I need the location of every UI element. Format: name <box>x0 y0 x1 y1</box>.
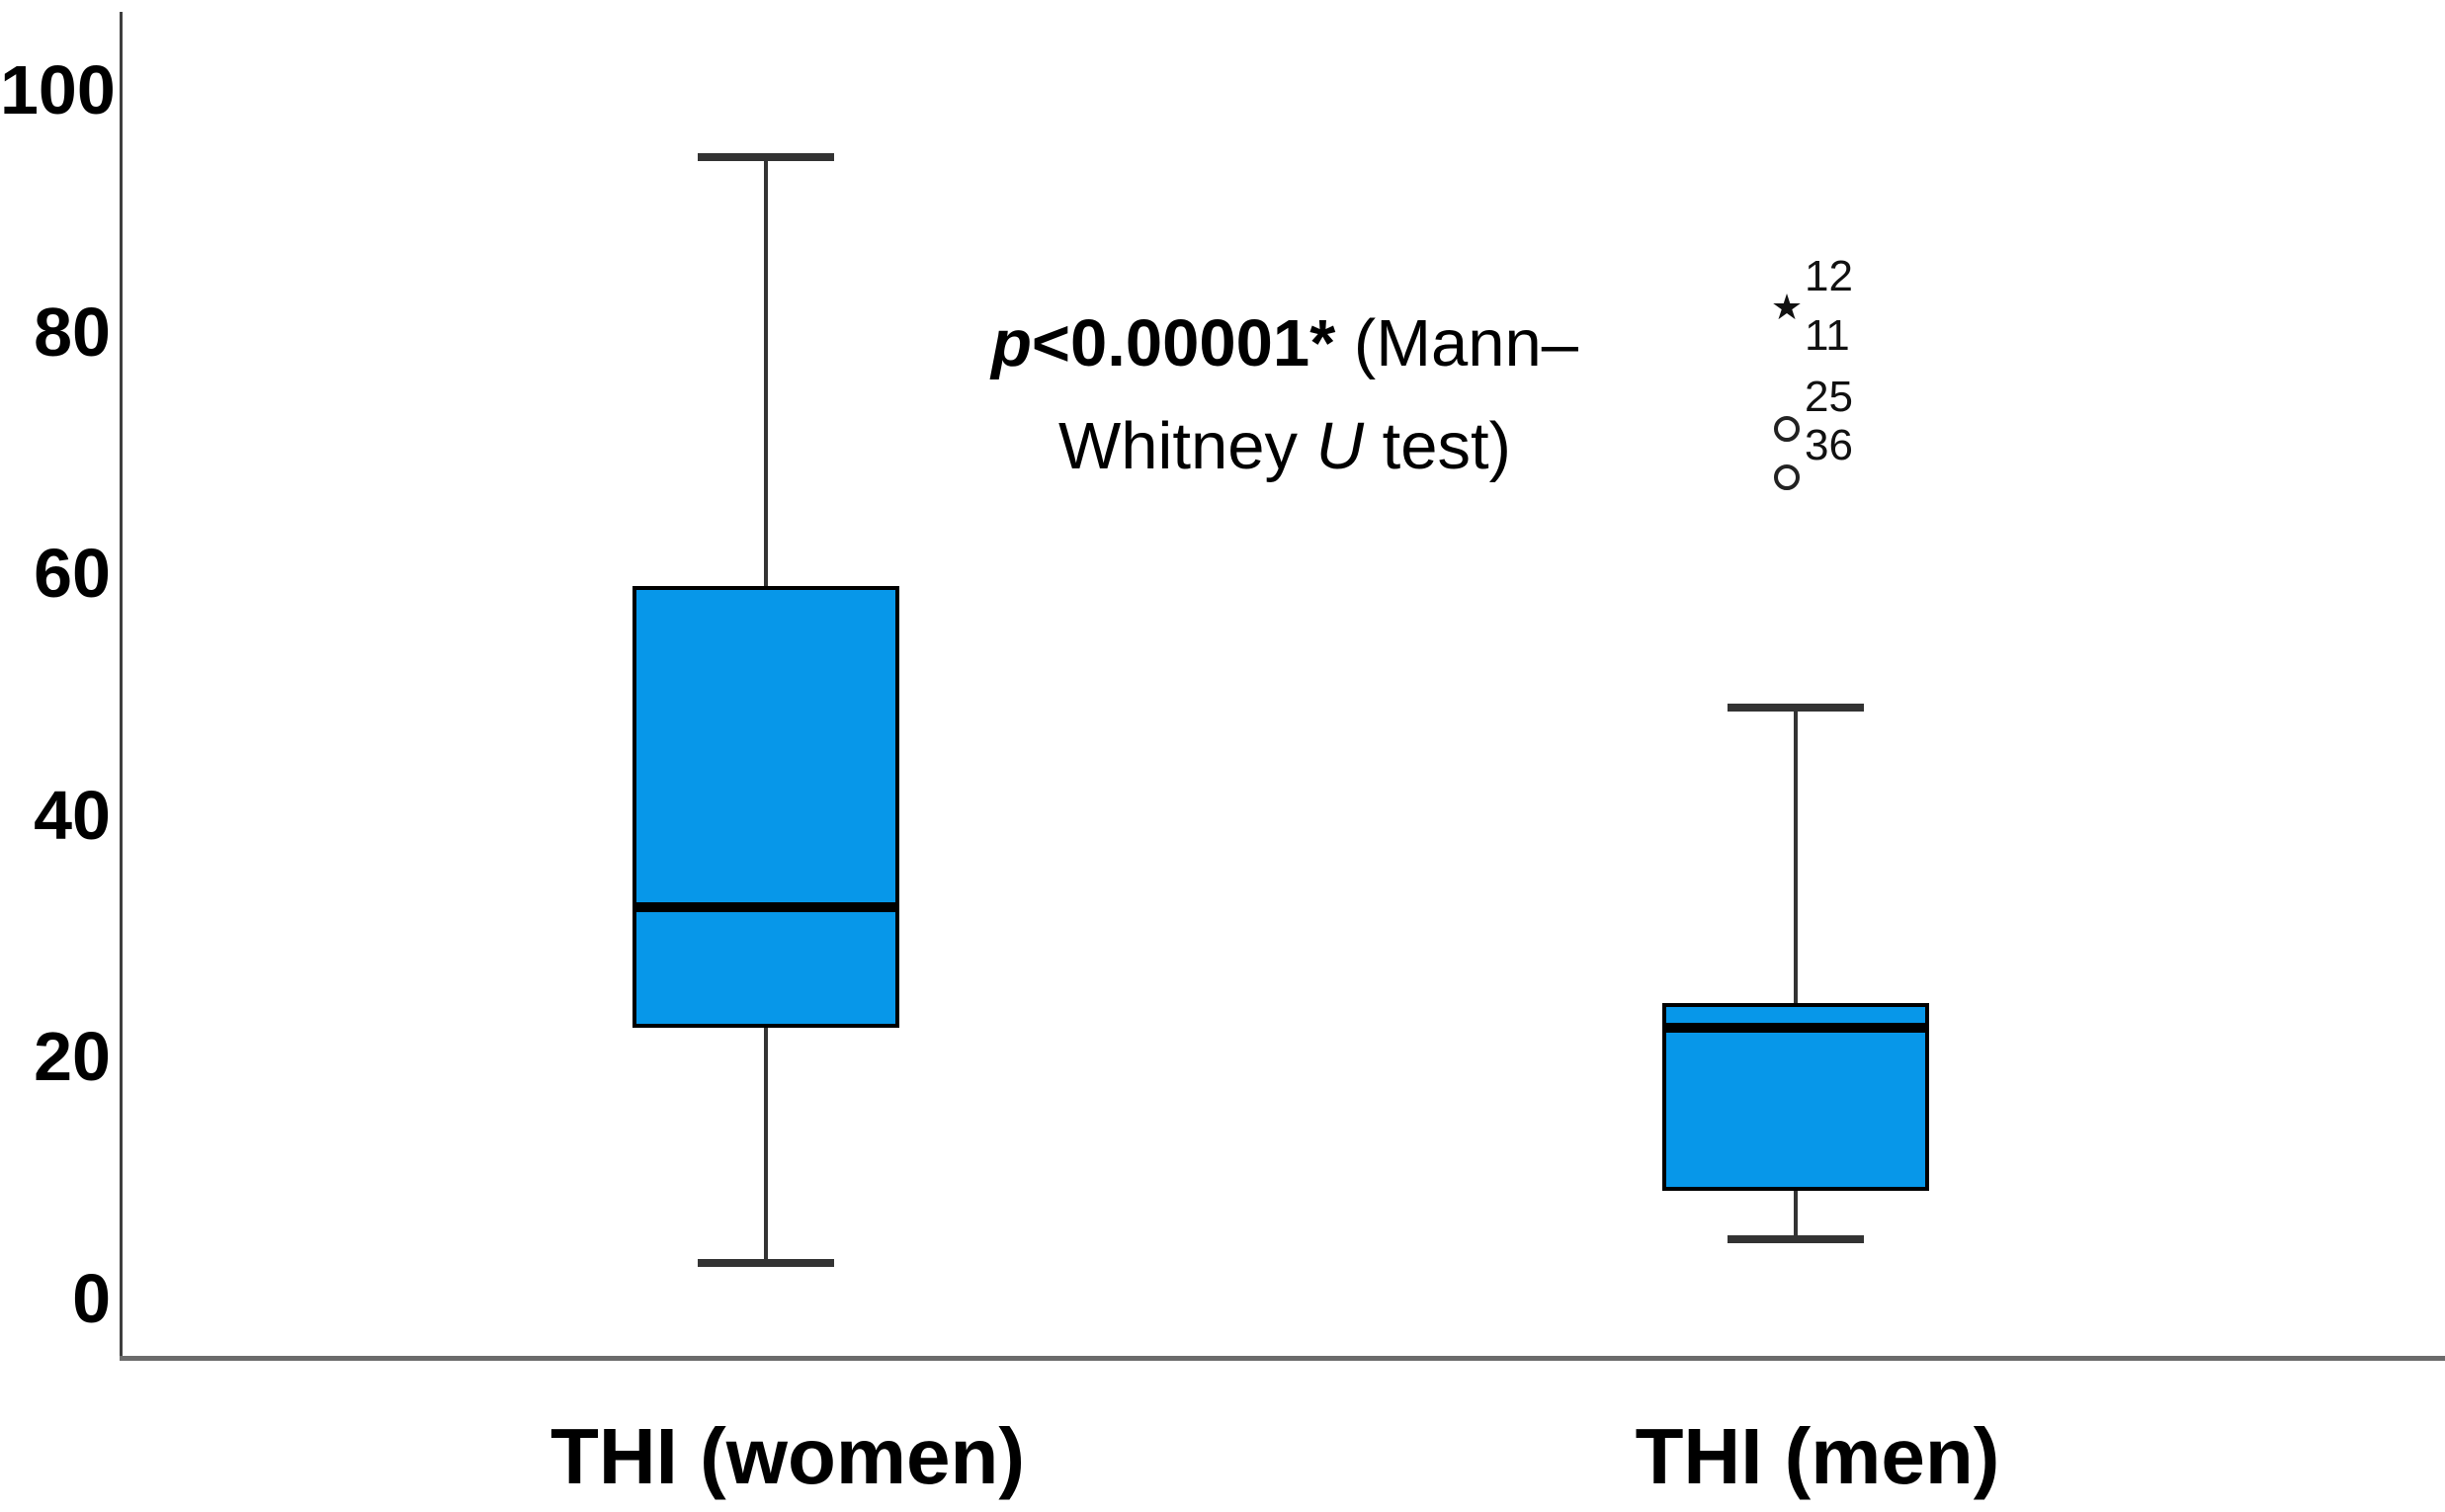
outlier-star-icon: ★ <box>1770 288 1804 328</box>
y-axis-line <box>120 12 123 1359</box>
median-line <box>1662 1023 1929 1033</box>
u-symbol: U <box>1315 409 1365 483</box>
whisker-cap-top <box>1728 704 1864 712</box>
outlier-case-label: 11 <box>1805 311 1850 360</box>
whisker-cap-bottom <box>698 1259 834 1267</box>
p-symbol: p <box>990 306 1032 380</box>
annotation-line2-post: test) <box>1364 409 1511 483</box>
outlier-case-label: 12 <box>1805 252 1853 300</box>
iqr-box <box>632 586 899 1028</box>
whisker-cap-top <box>698 153 834 161</box>
x-axis-line <box>120 1356 2445 1361</box>
y-tick-label: 60 <box>34 535 111 612</box>
outlier-circle-icon <box>1774 464 1800 490</box>
category-label: THI (women) <box>550 1412 1025 1500</box>
whisker-line <box>1794 708 1798 1239</box>
outlier-case-label: 36 <box>1805 421 1853 469</box>
whisker-cap-bottom <box>1728 1235 1864 1243</box>
outlier-circle-icon <box>1774 416 1800 442</box>
y-tick-label: 80 <box>34 294 111 371</box>
y-tick-label: 0 <box>72 1260 111 1337</box>
y-tick-label: 40 <box>34 777 111 854</box>
y-tick-label: 100 <box>0 51 116 128</box>
outlier-case-label: 25 <box>1805 373 1853 421</box>
y-tick-label: 20 <box>34 1018 111 1095</box>
annotation-line1-rest: (Mann– <box>1335 306 1579 380</box>
median-line <box>632 902 899 912</box>
p-value-text: <0.00001* <box>1031 306 1336 380</box>
annotation-line2-pre: Whitney <box>1058 409 1316 483</box>
category-label: THI (men) <box>1635 1412 2000 1500</box>
iqr-box <box>1662 1003 1929 1191</box>
significance-annotation: p<0.00001* (Mann– Whitney U test) <box>870 293 1700 498</box>
